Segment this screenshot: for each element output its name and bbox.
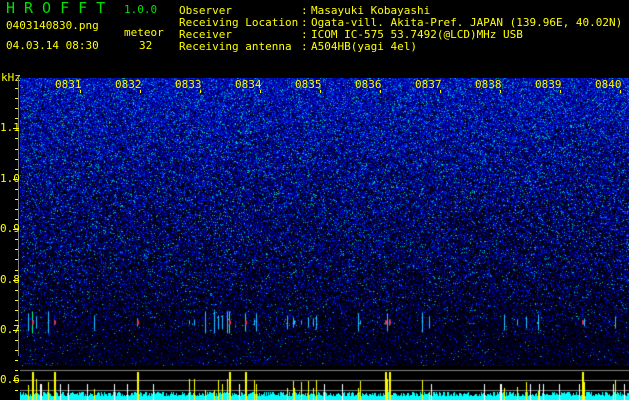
y-minor-tick xyxy=(15,330,18,331)
file-datetime: 04.03.14 08:30 xyxy=(6,39,99,52)
y-minor-tick xyxy=(15,199,18,200)
y-tick-label: 1.1 xyxy=(0,121,20,135)
x-tick-label: 0839 xyxy=(535,78,562,91)
antenna-value: A504HB(yagi 4el) xyxy=(311,40,417,53)
y-minor-tick xyxy=(15,128,18,129)
meteor-count-histogram xyxy=(20,366,629,400)
y-minor-tick xyxy=(15,118,18,119)
x-tick xyxy=(440,90,441,93)
y-minor-tick xyxy=(15,380,18,381)
y-minor-tick xyxy=(15,280,18,281)
y-minor-tick xyxy=(15,189,18,190)
y-minor-tick xyxy=(15,179,18,180)
x-tick xyxy=(380,90,381,93)
observer-label: Observer xyxy=(179,4,232,17)
receiver-value: ICOM IC-575 53.7492(@LCD)MHz USB xyxy=(311,28,523,41)
x-tick-label: 0837 xyxy=(415,78,442,91)
y-minor-tick xyxy=(15,320,18,321)
x-tick xyxy=(80,90,81,93)
y-minor-tick xyxy=(15,219,18,220)
x-tick xyxy=(260,90,261,93)
y-tick-label: 0.7 xyxy=(0,323,20,336)
y-tick-label: 0.8 xyxy=(0,272,20,286)
y-minor-tick xyxy=(15,239,18,240)
colon: : xyxy=(301,28,308,41)
y-minor-tick xyxy=(15,259,18,260)
x-tick-label: 0835 xyxy=(295,78,322,91)
y-minor-tick xyxy=(15,300,18,301)
x-tick-label: 0832 xyxy=(115,78,142,91)
x-tick xyxy=(320,90,321,93)
y-minor-tick xyxy=(15,310,18,311)
app-version: 1.0.0 xyxy=(124,3,158,16)
y-minor-tick xyxy=(15,270,18,271)
x-tick xyxy=(200,90,201,93)
y-axis-unit: kHz xyxy=(1,71,21,84)
y-minor-tick xyxy=(15,290,18,291)
x-tick-label: 0831 xyxy=(55,78,82,91)
observer-value: Masayuki Kobayashi xyxy=(311,4,431,17)
y-minor-tick xyxy=(15,229,18,230)
y-minor-tick xyxy=(15,159,18,160)
y-tick-label: 0.6 xyxy=(0,373,20,387)
location-label: Receiving Location xyxy=(179,16,299,29)
x-tick xyxy=(560,90,561,93)
y-minor-tick xyxy=(15,108,18,109)
x-tick-label: 0833 xyxy=(175,78,202,91)
meteor-label: meteor xyxy=(124,26,164,39)
y-minor-tick xyxy=(15,249,18,250)
x-tick-label: 0838 xyxy=(475,78,502,91)
y-minor-tick xyxy=(15,370,18,371)
y-minor-tick xyxy=(15,169,18,170)
receiver-label: Receiver xyxy=(179,28,232,41)
x-tick-label: 0840 xyxy=(595,78,622,91)
y-minor-tick xyxy=(15,88,18,89)
colon: : xyxy=(301,40,308,53)
y-minor-tick xyxy=(15,98,18,99)
location-value: Ogata-vill. Akita-Pref. JAPAN (139.96E, … xyxy=(311,16,623,29)
y-axis-line xyxy=(18,78,19,356)
x-tick-label: 0836 xyxy=(355,78,382,91)
spectrogram xyxy=(20,78,629,370)
colon: : xyxy=(301,4,308,17)
y-tick-label: 0.9 xyxy=(0,222,20,236)
y-minor-tick xyxy=(15,340,18,341)
y-tick-label: 1.0 xyxy=(0,171,20,185)
antenna-label: Receiving antenna xyxy=(179,40,292,53)
app-title: HROFFT xyxy=(6,0,115,17)
y-minor-tick xyxy=(15,390,18,391)
y-minor-tick xyxy=(15,350,18,351)
y-minor-tick xyxy=(15,209,18,210)
colon: : xyxy=(301,16,308,29)
y-minor-tick xyxy=(15,149,18,150)
x-tick xyxy=(620,90,621,93)
file-name: 0403140830.png xyxy=(6,19,99,32)
y-minor-tick xyxy=(15,138,18,139)
meteor-count: 32 xyxy=(139,39,153,52)
x-tick xyxy=(140,90,141,93)
x-tick-label: 0834 xyxy=(235,78,262,91)
x-tick xyxy=(500,90,501,93)
y-minor-tick xyxy=(15,360,18,361)
